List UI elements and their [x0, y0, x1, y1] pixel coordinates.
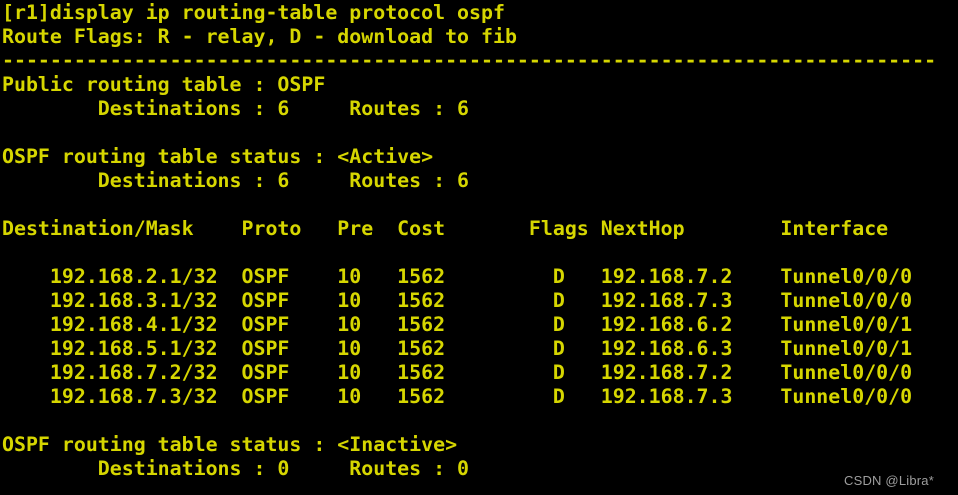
active-destinations-count: Destinations : 6 [97, 169, 290, 192]
header-destination-mask: Destination/Mask [2, 217, 194, 240]
route-nexthop: 192.168.7.2 [600, 361, 733, 384]
inactive-routes-count: Routes : 0 [349, 457, 470, 480]
command-text: [r1]display ip routing-table protocol os… [2, 1, 505, 24]
route-nexthop: 192.168.6.2 [600, 313, 733, 336]
route-flags: D [552, 313, 565, 336]
route-flags: D [552, 265, 565, 288]
route-proto: OSPF [241, 385, 290, 408]
active-status-text: OSPF routing table status : <Active> [2, 145, 434, 168]
blank-line [2, 121, 958, 145]
route-interface: Tunnel0/0/1 [780, 313, 913, 336]
route-cost: 1562 [397, 337, 446, 360]
route-row: 192.168.3.1/32 OSPF 10 1562 D 192.168.7.… [2, 289, 958, 313]
active-routes-count: Routes : 6 [349, 169, 470, 192]
public-routes-count: Routes : 6 [349, 97, 470, 120]
route-flags: D [552, 289, 565, 312]
active-status-line: OSPF routing table status : <Active> [2, 145, 958, 169]
route-interface: Tunnel0/0/0 [780, 289, 913, 312]
watermark: CSDN @Libra* [843, 473, 934, 488]
header-flags: Flags [528, 217, 589, 240]
route-destination: 192.168.7.2/32 [49, 361, 218, 384]
route-destination: 192.168.4.1/32 [49, 313, 218, 336]
route-flags: D [552, 337, 565, 360]
inactive-status-text: OSPF routing table status : <Inactive> [2, 433, 458, 456]
route-cost: 1562 [397, 313, 446, 336]
blank-line [2, 241, 958, 265]
route-destination: 192.168.5.1/32 [49, 337, 218, 360]
route-row: 192.168.7.2/32 OSPF 10 1562 D 192.168.7.… [2, 361, 958, 385]
route-flags-legend: Route Flags: R - relay, D - download to … [2, 25, 958, 49]
route-row: 192.168.4.1/32 OSPF 10 1562 D 192.168.6.… [2, 313, 958, 337]
header-interface: Interface [780, 217, 889, 240]
separator-dashes: ----------------------------------------… [2, 49, 937, 72]
route-interface: Tunnel0/0/0 [780, 385, 913, 408]
route-cost: 1562 [397, 265, 446, 288]
route-nexthop: 192.168.6.3 [600, 337, 733, 360]
route-pre: 10 [337, 385, 362, 408]
route-row: 192.168.2.1/32 OSPF 10 1562 D 192.168.7.… [2, 265, 958, 289]
route-proto: OSPF [241, 361, 290, 384]
route-proto: OSPF [241, 265, 290, 288]
route-interface: Tunnel0/0/1 [780, 337, 913, 360]
route-flags-text: Route Flags: R - relay, D - download to … [2, 25, 517, 48]
route-flags: D [552, 361, 565, 384]
route-proto: OSPF [241, 289, 290, 312]
route-nexthop: 192.168.7.2 [600, 265, 733, 288]
route-pre: 10 [337, 313, 362, 336]
route-row: 192.168.5.1/32 OSPF 10 1562 D 192.168.6.… [2, 337, 958, 361]
route-interface: Tunnel0/0/0 [780, 265, 913, 288]
separator-line: ----------------------------------------… [2, 49, 958, 73]
route-destination: 192.168.2.1/32 [49, 265, 218, 288]
active-counts-line: Destinations : 6 Routes : 6 [2, 169, 958, 193]
route-destination: 192.168.7.3/32 [49, 385, 218, 408]
public-table-counts-line: Destinations : 6 Routes : 6 [2, 97, 958, 121]
route-destination: 192.168.3.1/32 [49, 289, 218, 312]
header-cost: Cost [397, 217, 446, 240]
route-interface: Tunnel0/0/0 [780, 361, 913, 384]
route-cost: 1562 [397, 361, 446, 384]
header-pre: Pre [337, 217, 374, 240]
route-pre: 10 [337, 289, 362, 312]
inactive-counts-line: Destinations : 0 Routes : 0 [2, 457, 958, 481]
inactive-destinations-count: Destinations : 0 [97, 457, 290, 480]
public-table-title: Public routing table : OSPF [2, 73, 326, 96]
header-nexthop: NextHop [600, 217, 685, 240]
route-cost: 1562 [397, 289, 446, 312]
route-nexthop: 192.168.7.3 [600, 289, 733, 312]
route-nexthop: 192.168.7.3 [600, 385, 733, 408]
route-proto: OSPF [241, 313, 290, 336]
route-flags: D [552, 385, 565, 408]
header-proto: Proto [241, 217, 302, 240]
route-row: 192.168.7.3/32 OSPF 10 1562 D 192.168.7.… [2, 385, 958, 409]
route-proto: OSPF [241, 337, 290, 360]
inactive-status-line: OSPF routing table status : <Inactive> [2, 433, 958, 457]
blank-line [2, 193, 958, 217]
public-destinations-count: Destinations : 6 [97, 97, 290, 120]
route-cost: 1562 [397, 385, 446, 408]
route-pre: 10 [337, 361, 362, 384]
public-table-title-line: Public routing table : OSPF [2, 73, 958, 97]
route-pre: 10 [337, 265, 362, 288]
route-pre: 10 [337, 337, 362, 360]
table-header-row: Destination/Mask Proto Pre Cost Flags Ne… [2, 217, 958, 241]
command-line: [r1]display ip routing-table protocol os… [2, 1, 958, 25]
blank-line [2, 409, 958, 433]
